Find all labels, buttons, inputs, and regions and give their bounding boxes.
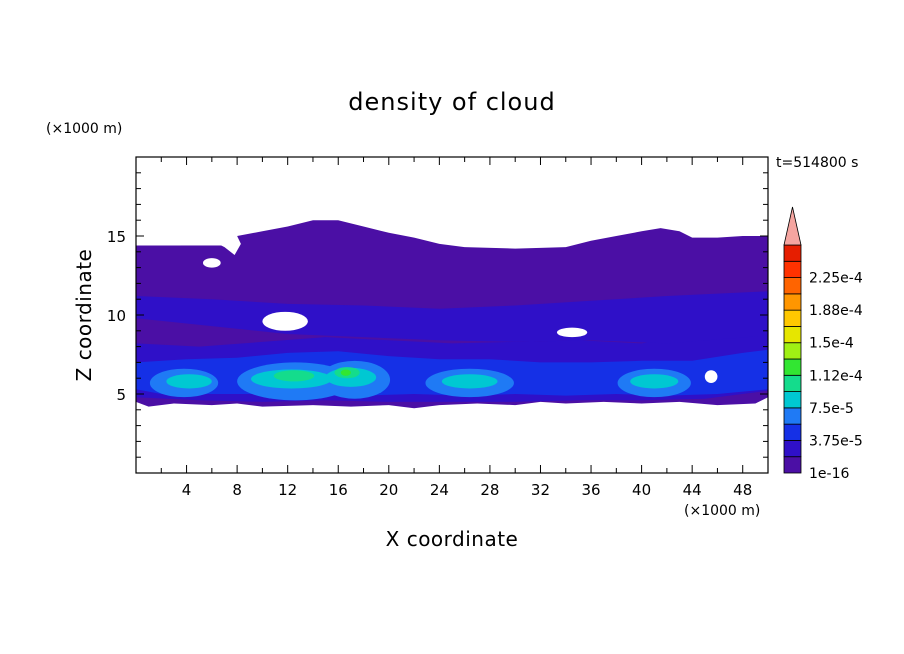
clear-region-5 <box>704 370 718 383</box>
y-unit-label: (×1000 m) <box>46 121 123 137</box>
x-unit-label: (×1000 m) <box>684 503 761 519</box>
contour-region-9 <box>166 374 212 389</box>
clear-region-1 <box>742 157 768 236</box>
x-tick-label: 24 <box>430 481 449 499</box>
x-tick-label: 20 <box>379 481 398 499</box>
colorbar-label: 7.5e-5 <box>809 401 854 417</box>
colorbar-label: 3.75e-5 <box>809 433 863 449</box>
x-tick-label: 8 <box>232 481 242 499</box>
colorbar-swatch <box>783 309 802 327</box>
colorbar-swatch <box>783 440 802 458</box>
colorbar-swatch <box>783 293 802 311</box>
clear-region-3 <box>556 327 588 338</box>
colorbar-label: 1.5e-4 <box>809 336 854 352</box>
x-tick-label: 4 <box>182 481 192 499</box>
contour-region-2 <box>136 291 768 344</box>
time-label: t=514800 s <box>776 155 859 171</box>
colorbar-label: 1.88e-4 <box>809 303 863 319</box>
colorbar-swatch <box>783 374 802 392</box>
x-tick-label: 36 <box>581 481 600 499</box>
x-tick-label: 28 <box>480 481 499 499</box>
contour-fills <box>136 157 768 409</box>
colorbar-swatch <box>783 358 802 376</box>
colorbar-label: 2.25e-4 <box>809 271 863 287</box>
y-tick-label: 5 <box>116 386 126 404</box>
x-axis-label: X coordinate <box>385 527 519 551</box>
x-tick-label: 48 <box>733 481 752 499</box>
colorbar-label: 1e-16 <box>809 466 849 482</box>
colorbar-swatch <box>783 342 802 360</box>
x-tick-label: 32 <box>531 481 550 499</box>
x-tick-label: 44 <box>683 481 702 499</box>
colorbar-extend-arrow <box>783 206 802 246</box>
colorbar-swatch <box>783 277 802 295</box>
x-tick-label: 12 <box>278 481 297 499</box>
colorbar-swatch <box>783 260 802 278</box>
colorbar-swatch <box>783 407 802 425</box>
x-tick-label: 16 <box>329 481 348 499</box>
colorbar: 1e-16 3.75e-5 7.5e-5 1.12e-4 1.5e-4 1.88e-4 2.… <box>783 206 863 482</box>
chart-title: density of cloud <box>348 88 556 116</box>
contour-region-16 <box>340 369 351 376</box>
colorbar-swatch <box>783 456 802 474</box>
colorbar-swatch <box>783 244 802 262</box>
contour-region-14 <box>273 370 315 382</box>
y-tick-label: 10 <box>107 307 126 325</box>
clear-region-2 <box>262 311 308 331</box>
clear-region-0 <box>136 157 238 246</box>
colorbar-swatch <box>783 423 802 441</box>
contour-region-12 <box>441 374 498 389</box>
colorbar-swatch <box>783 326 802 344</box>
x-tick-label: 40 <box>632 481 651 499</box>
clear-region-4 <box>202 258 221 268</box>
colorbar-label: 1.12e-4 <box>809 368 863 384</box>
contour-region-13 <box>630 374 679 389</box>
y-tick-label: 15 <box>107 228 126 246</box>
colorbar-swatch <box>783 391 802 409</box>
